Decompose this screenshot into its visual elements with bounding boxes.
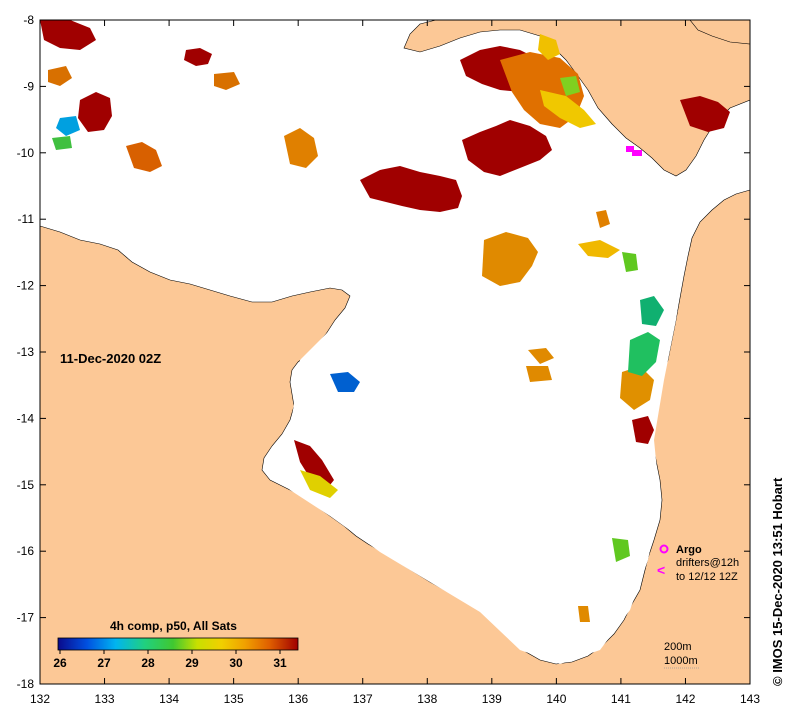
sst-patch-hot [680,96,730,132]
lat-tick-label: -13 [17,345,35,359]
drifters-key-icon: < [657,562,665,578]
sst-patch-hot [40,20,96,50]
land-cape-york [403,19,751,177]
sst-patch-warm [48,66,72,86]
sst-patch-cool [560,76,580,96]
argo-key-icon [659,544,669,554]
lon-tick-label: 132 [30,692,50,706]
sst-patch-hot [632,416,654,444]
sst-patches [40,20,730,622]
colorbar-tick-label: 26 [53,656,67,670]
sst-patch-cool [52,136,72,150]
marker-key: Argo < drifters@12h to 12/12 12Z [657,544,739,583]
sst-patch-warm [214,72,240,90]
lat-tick-label: -12 [17,279,35,293]
colorbar-tick-label: 27 [97,656,111,670]
contour-key: 200m 1000m [664,641,700,669]
lat-tick-label: -14 [17,411,35,425]
contour-1000m-label: 1000m [664,655,698,667]
lat-tick-label: -17 [17,611,35,625]
lon-tick-label: 135 [224,692,244,706]
colorbar-ticks: 26 27 28 29 30 31 [53,650,287,670]
lon-tick-label: 140 [546,692,566,706]
sst-patch-warm [578,606,590,622]
sst-patch-warm [620,366,654,410]
sst-patch-warm [528,348,554,364]
colorbar-tick-label: 30 [229,656,243,670]
lon-tick-label: 134 [159,692,179,706]
sst-patch-hot [462,120,552,176]
lon-tick-label: 142 [675,692,695,706]
lon-tick-label: 143 [740,692,760,706]
lat-tick-label: -11 [18,212,35,226]
sst-patch-cool [628,332,660,376]
sst-patch-mild [538,34,560,60]
sst-patch-mild [540,90,596,128]
sst-patch-mild [578,240,620,258]
lat-tick-label: -8 [23,13,34,27]
colorbar-tick-label: 28 [141,656,155,670]
argo-float-marker [626,146,642,156]
drifters-key-line2: to 12/12 12Z [676,571,738,583]
lat-tick-label: -9 [23,79,34,93]
lon-tick-label: 136 [288,692,308,706]
contour-200m-label: 200m [664,641,692,653]
colorbar-tick-label: 31 [273,656,287,670]
lon-tick-label: 133 [95,692,115,706]
drifters-key-line1: drifters@12h [676,557,739,569]
lat-tick-label: -10 [17,146,35,160]
legend-title: 4h comp, p50, All Sats [110,619,237,633]
latitude-axis: -8 -9 -10 -11 -12 -13 -14 -15 -16 -17 -18 [17,13,750,691]
lon-tick-label: 138 [417,692,437,706]
lon-tick-label: 139 [482,692,502,706]
lat-tick-label: -18 [17,677,35,691]
longitude-axis: 132 133 134 135 136 137 138 139 140 141 142 143 [30,20,760,706]
sst-patch-warm [526,366,552,382]
sst-patch-cold [330,372,360,392]
colorbar-legend: 4h comp, p50, All Sats 26 27 28 29 30 31 [53,619,299,670]
sst-patch-hot [360,166,462,212]
lon-tick-label: 141 [611,692,631,706]
sst-patch-cool [640,296,664,326]
colorbar-tick-label: 29 [185,656,199,670]
lon-tick-label: 137 [353,692,373,706]
sst-patch-warm [482,232,538,286]
sst-patch-mild [300,470,338,498]
sst-patch-cold [56,116,80,136]
observation-date: 11-Dec-2020 02Z [60,351,161,366]
imos-credit: © IMOS 15-Dec-2020 13:51 Hobart [770,477,785,686]
lat-tick-label: -16 [17,544,35,558]
argo-key-label: Argo [676,544,702,556]
lat-tick-label: -15 [17,478,35,492]
gulf-of-carpentaria [270,180,688,664]
sst-patch-hot [294,440,334,490]
sst-patch-cool [612,538,630,562]
sst-patch-hot [184,48,212,66]
sst-patch-warm [284,128,318,168]
sst-patch-warm [596,210,610,228]
sst-patch-cool [622,252,638,272]
colorbar [57,637,299,651]
sst-patch-hot [78,92,112,132]
sst-patch-warm [126,142,162,172]
